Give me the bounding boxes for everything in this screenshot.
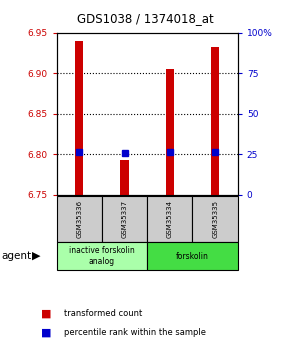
Bar bbox=[147, 196, 193, 242]
Bar bbox=[120, 160, 128, 195]
Bar bbox=[102, 196, 147, 242]
Text: GDS1038 / 1374018_at: GDS1038 / 1374018_at bbox=[77, 12, 213, 25]
Bar bbox=[75, 41, 83, 195]
Bar bbox=[147, 242, 238, 270]
Text: inactive forskolin
analog: inactive forskolin analog bbox=[69, 246, 135, 266]
Bar bbox=[57, 242, 147, 270]
Text: ▶: ▶ bbox=[32, 251, 40, 261]
Text: forskolin: forskolin bbox=[176, 252, 209, 260]
Text: agent: agent bbox=[1, 251, 32, 261]
Text: GSM35335: GSM35335 bbox=[212, 200, 218, 238]
Bar bbox=[193, 196, 238, 242]
Text: GSM35334: GSM35334 bbox=[167, 200, 173, 238]
Text: percentile rank within the sample: percentile rank within the sample bbox=[64, 328, 206, 337]
Bar bbox=[166, 69, 174, 195]
Text: GSM35337: GSM35337 bbox=[122, 200, 128, 238]
Text: ■: ■ bbox=[41, 309, 51, 319]
Bar bbox=[211, 47, 219, 195]
Text: ■: ■ bbox=[41, 328, 51, 338]
Text: GSM35336: GSM35336 bbox=[76, 200, 82, 238]
Text: transformed count: transformed count bbox=[64, 309, 142, 318]
Bar bbox=[57, 196, 102, 242]
